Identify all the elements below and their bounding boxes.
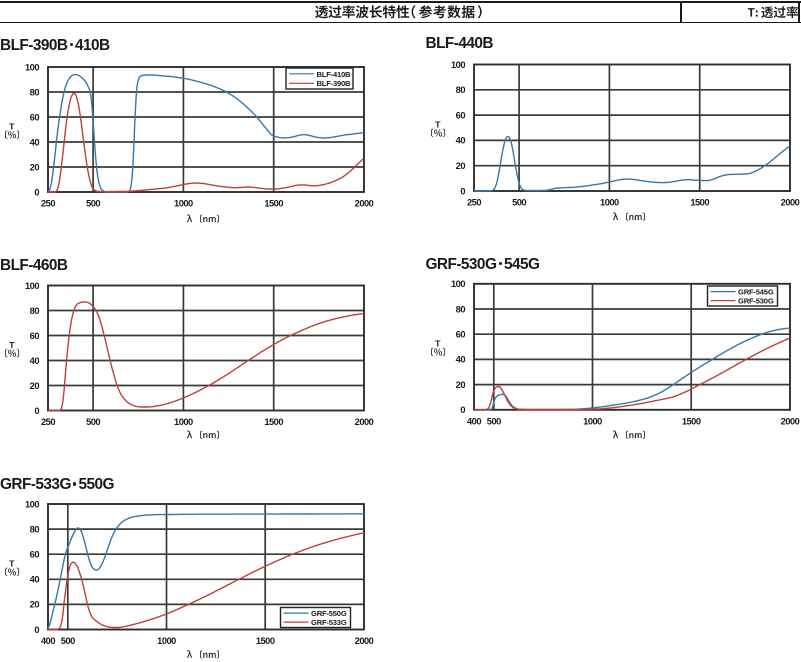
svg-text:GRF-545G: GRF-545G [738, 288, 774, 297]
svg-text:GRF-533G: GRF-533G [311, 618, 347, 627]
svg-text:0: 0 [34, 406, 39, 416]
svg-text:250: 250 [467, 198, 481, 208]
svg-text:2000: 2000 [781, 198, 800, 208]
svg-text:100: 100 [25, 281, 39, 291]
svg-text:1000: 1000 [600, 198, 619, 208]
svg-text:20: 20 [30, 600, 40, 610]
svg-text:400: 400 [467, 416, 481, 426]
svg-text:T: T [9, 559, 15, 569]
svg-text:250: 250 [41, 199, 55, 209]
svg-text:100: 100 [25, 499, 39, 509]
svg-text:1000: 1000 [174, 417, 193, 427]
svg-text:60: 60 [30, 550, 40, 560]
svg-text:2000: 2000 [355, 636, 374, 646]
svg-text:40: 40 [30, 356, 40, 366]
svg-text:20: 20 [456, 380, 466, 390]
svg-text:1000: 1000 [583, 416, 602, 426]
svg-text:80: 80 [456, 304, 466, 314]
svg-text:80: 80 [30, 306, 40, 316]
svg-text:250: 250 [41, 417, 55, 427]
svg-text:GRF-550G: GRF-550G [311, 609, 347, 618]
svg-text:60: 60 [30, 331, 40, 341]
svg-text:40: 40 [456, 355, 466, 365]
svg-text:100: 100 [451, 60, 465, 70]
svg-text:40: 40 [30, 575, 40, 585]
svg-text:BLF-410B: BLF-410B [317, 70, 352, 79]
svg-text:0: 0 [34, 625, 39, 635]
svg-text:0: 0 [34, 187, 39, 197]
svg-text:100: 100 [451, 279, 465, 289]
svg-text:500: 500 [61, 636, 75, 646]
svg-text:T: T [9, 121, 15, 131]
svg-text:1000: 1000 [157, 636, 176, 646]
svg-text:60: 60 [456, 330, 466, 340]
svg-text:1500: 1500 [264, 199, 283, 209]
svg-text:60: 60 [30, 112, 40, 122]
svg-text:80: 80 [30, 87, 40, 97]
svg-text:1500: 1500 [264, 417, 283, 427]
svg-text:T: T [435, 120, 441, 130]
svg-text:20: 20 [456, 161, 466, 171]
svg-text:2000: 2000 [355, 199, 374, 209]
svg-text:0: 0 [460, 186, 465, 196]
svg-text:80: 80 [456, 85, 466, 95]
svg-text:80: 80 [30, 524, 40, 534]
svg-text:T: T [435, 339, 441, 349]
svg-text:20: 20 [30, 381, 40, 391]
svg-text:T: T [9, 340, 15, 350]
svg-text:2000: 2000 [781, 416, 800, 426]
svg-text:500: 500 [86, 199, 100, 209]
svg-text:1500: 1500 [690, 198, 709, 208]
svg-text:40: 40 [456, 136, 466, 146]
svg-text:20: 20 [30, 162, 40, 172]
svg-text:2000: 2000 [355, 417, 374, 427]
svg-text:500: 500 [512, 198, 526, 208]
svg-text:400: 400 [41, 636, 55, 646]
svg-text:1500: 1500 [256, 636, 275, 646]
svg-text:1500: 1500 [682, 416, 701, 426]
svg-text:BLF-390B: BLF-390B [317, 79, 352, 88]
svg-text:500: 500 [86, 417, 100, 427]
svg-text:GRF-530G: GRF-530G [738, 297, 774, 306]
svg-text:100: 100 [25, 62, 39, 72]
svg-text:0: 0 [460, 405, 465, 415]
svg-text:1000: 1000 [174, 199, 193, 209]
svg-text:40: 40 [30, 137, 40, 147]
svg-text:500: 500 [487, 416, 501, 426]
svg-text:60: 60 [456, 110, 466, 120]
